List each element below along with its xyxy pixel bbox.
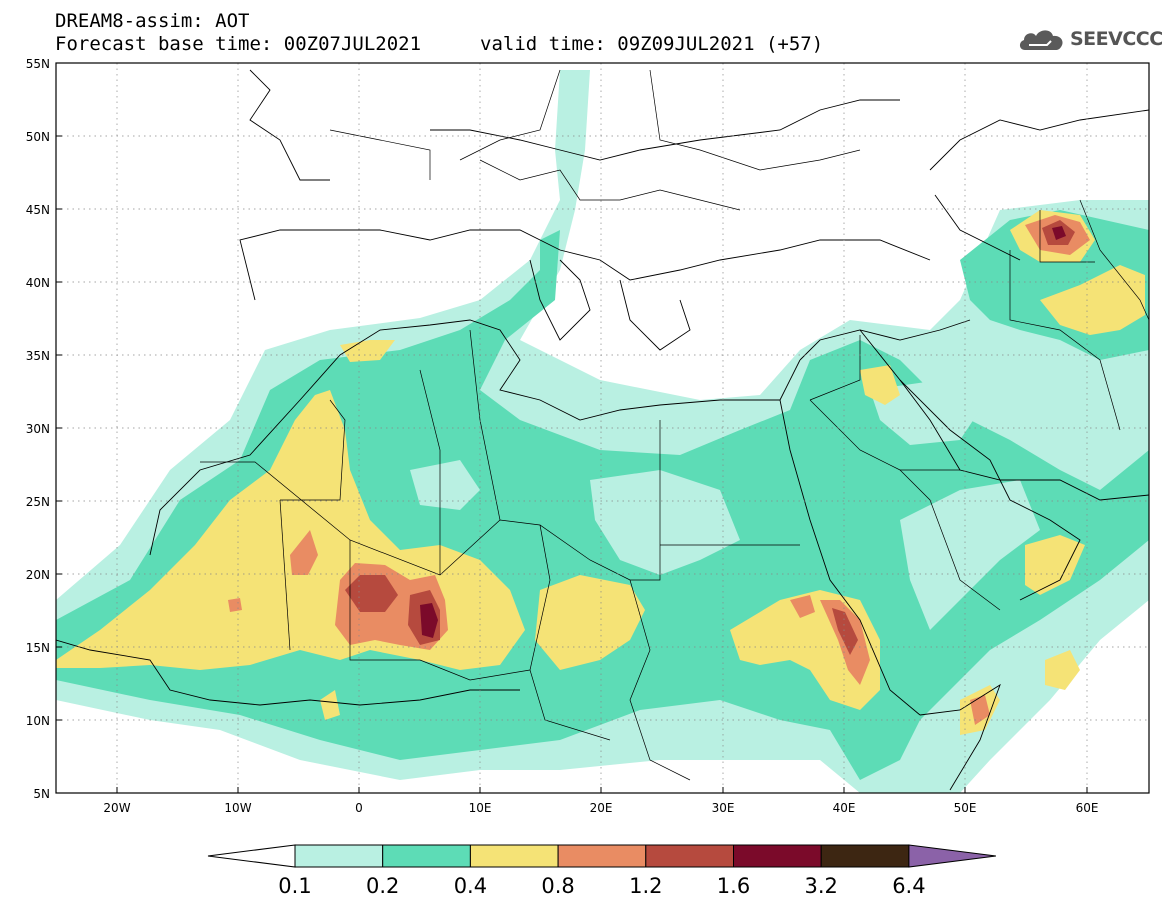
lon-label: 0: [355, 801, 363, 815]
lon-label: 40E: [833, 801, 856, 815]
colorbar-box: [294, 844, 384, 868]
lat-label: 5N: [33, 787, 50, 801]
seevccc-logo: SEEVCCC: [1017, 24, 1163, 54]
colorbar-label: 1.6: [717, 874, 750, 898]
colorbar-lower-triangle: [207, 844, 296, 868]
lat-label: 55N: [26, 57, 50, 71]
colorbar-label: 0.8: [541, 874, 574, 898]
aot-band-1-2: [345, 575, 398, 612]
lat-labels: 55N 50N 45N 40N 35N 30N 25N 20N 15N 10N …: [26, 57, 50, 801]
colorbar-label: 6.4: [892, 874, 925, 898]
colorbar-box: [469, 844, 559, 868]
lat-label: 15N: [26, 641, 50, 655]
colorbar-label: 0.1: [278, 874, 311, 898]
lon-label: 30E: [712, 801, 735, 815]
borders: [200, 69, 1149, 781]
map-title: DREAM8-assim: AOT: [55, 10, 250, 32]
colorbar-label: 1.2: [629, 874, 662, 898]
colorbar-box: [820, 844, 910, 868]
colorbar-box: [382, 844, 471, 868]
colorbar-box: [733, 844, 822, 868]
lon-label: 20E: [590, 801, 613, 815]
lon-label: 10W: [224, 801, 251, 815]
lon-label: 60E: [1076, 801, 1099, 815]
lon-label: 10E: [469, 801, 492, 815]
colorbar-label: 0.2: [366, 874, 399, 898]
valid-time-label: valid time: 09Z09JUL2021 (+57): [480, 33, 824, 55]
lat-label: 20N: [26, 568, 50, 582]
colorbar-box: [645, 844, 734, 868]
colorbar-upper-triangle: [908, 844, 996, 868]
lat-label: 30N: [26, 422, 50, 436]
lon-labels: 20W 10W 0 10E 20E 30E 40E 50E 60E: [103, 801, 1098, 815]
coastlines: [56, 69, 1149, 791]
colorbar-label: 3.2: [804, 874, 837, 898]
colorbar-label: 0.4: [454, 874, 487, 898]
aot-field: [56, 63, 1149, 793]
lat-label: 35N: [26, 349, 50, 363]
lat-label: 45N: [26, 203, 50, 217]
logo-text: SEEVCCC: [1070, 28, 1163, 50]
aot-band-1-6: [420, 603, 438, 638]
lon-label: 50E: [954, 801, 977, 815]
lat-label: 10N: [26, 714, 50, 728]
colorbar: 0.1 0.2 0.4 0.8 1.2 1.6 3.2 6.4: [207, 844, 996, 898]
base-time-label: Forecast base time: 00Z07JUL2021: [55, 33, 422, 55]
axis-ticks: [56, 62, 1088, 794]
lat-label: 40N: [26, 276, 50, 290]
lon-label: 20W: [103, 801, 130, 815]
cloud-icon: [1019, 30, 1063, 50]
lat-label: 50N: [26, 130, 50, 144]
colorbar-box: [557, 844, 647, 868]
lat-label: 25N: [26, 495, 50, 509]
graticule: [56, 63, 1149, 793]
